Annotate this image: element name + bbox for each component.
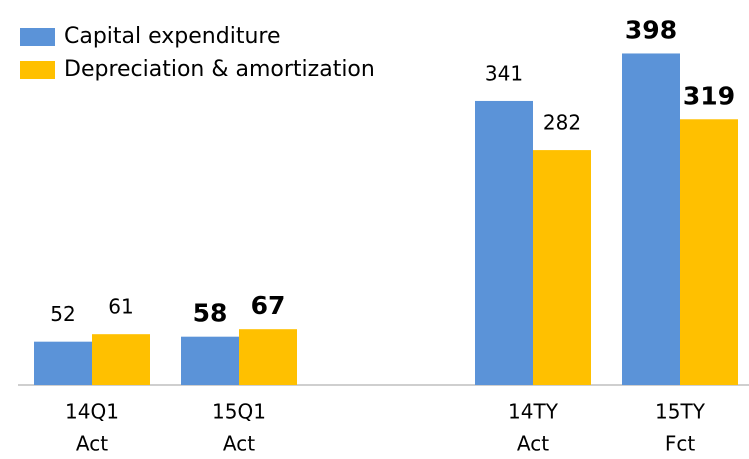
bar (533, 150, 591, 385)
bar (239, 329, 297, 385)
data-label: 67 (251, 291, 286, 320)
data-label: 319 (683, 81, 735, 110)
bar (680, 119, 738, 385)
x-tick-label: Fct (665, 432, 696, 456)
bar (475, 100, 533, 386)
data-label: 398 (625, 15, 677, 44)
x-tick-label: Act (223, 432, 255, 456)
x-tick-label: 14Q1 (65, 400, 119, 424)
x-tick-label: 14TY (508, 400, 559, 424)
bar (622, 53, 680, 385)
x-tick-label: 15Q1 (212, 400, 266, 424)
legend-swatch (20, 61, 55, 79)
bar (181, 336, 239, 385)
data-label: 282 (543, 111, 581, 135)
legend-label: Depreciation & amortization (64, 57, 375, 82)
legend-label: Capital expenditure (64, 24, 281, 49)
x-tick-label: Act (76, 432, 108, 456)
legend-swatch (20, 28, 55, 46)
bar (34, 341, 92, 385)
data-label: 58 (193, 299, 228, 328)
data-label: 52 (50, 302, 75, 326)
data-label: 341 (485, 61, 523, 85)
x-tick-label: 15TY (655, 400, 706, 424)
bar (92, 334, 150, 385)
x-tick-label: Act (517, 432, 549, 456)
data-label: 61 (108, 295, 133, 319)
